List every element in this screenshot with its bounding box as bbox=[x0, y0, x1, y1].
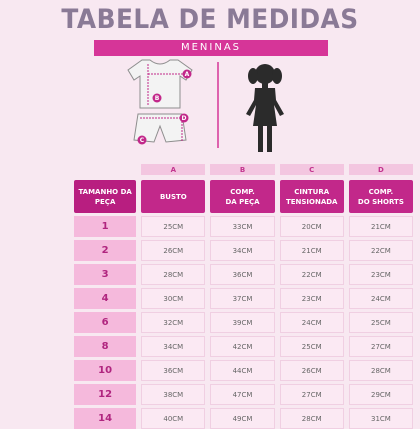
measure-cell-comp: 44CM bbox=[210, 360, 275, 381]
measure-cell-shorts: 29CM bbox=[348, 384, 414, 405]
header-busto: BUSTO bbox=[141, 180, 206, 213]
garment-illustration: A B C D bbox=[127, 59, 284, 152]
table-row: 14 40CM 49CM 28CM 31CM bbox=[74, 408, 418, 429]
measure-cell-busto: 28CM bbox=[141, 264, 206, 285]
size-cell: 12 bbox=[74, 384, 137, 405]
measure-cell-busto: 25CM bbox=[141, 216, 206, 237]
size-cell: 8 bbox=[74, 336, 137, 357]
table-row: 12 38CM 47CM 27CM 29CM bbox=[74, 384, 418, 405]
header-comp-peca: COMP. DA PEÇA bbox=[210, 180, 275, 213]
size-cell: 4 bbox=[74, 288, 137, 309]
size-cell: 1 bbox=[74, 216, 137, 237]
size-cell: 10 bbox=[74, 360, 137, 381]
measure-cell-cintura: 26CM bbox=[279, 360, 344, 381]
header-tamanho: TAMANHO DA PEÇA bbox=[74, 180, 137, 213]
subtitle-banner: MENINAS bbox=[94, 40, 328, 56]
measure-cell-comp: 47CM bbox=[210, 384, 275, 405]
measure-cell-comp: 37CM bbox=[210, 288, 275, 309]
table-row: 2 26CM 34CM 21CM 22CM bbox=[74, 240, 418, 261]
table-row: 10 36CM 44CM 26CM 28CM bbox=[74, 360, 418, 381]
measure-cell-cintura: 27CM bbox=[279, 384, 344, 405]
measure-cell-shorts: 31CM bbox=[348, 408, 414, 429]
measure-cell-busto: 36CM bbox=[141, 360, 206, 381]
girl-silhouette-icon bbox=[246, 64, 284, 152]
measure-cell-cintura: 22CM bbox=[279, 264, 344, 285]
table-row: 6 32CM 39CM 24CM 25CM bbox=[74, 312, 418, 333]
size-cell: 6 bbox=[74, 312, 137, 333]
measure-cell-comp: 39CM bbox=[210, 312, 275, 333]
column-letter-c: C bbox=[279, 164, 344, 175]
size-cell: 14 bbox=[74, 408, 137, 429]
measure-cell-busto: 32CM bbox=[141, 312, 206, 333]
measure-cell-shorts: 23CM bbox=[348, 264, 414, 285]
measure-cell-cintura: 28CM bbox=[279, 408, 344, 429]
measure-cell-shorts: 24CM bbox=[348, 288, 414, 309]
size-table: A B C D TAMANHO DA PEÇA BUSTO COMP. DA PEÇ… bbox=[74, 164, 418, 429]
table-row: 3 28CM 36CM 22CM 23CM bbox=[74, 264, 418, 285]
diagram-label-d: D bbox=[182, 115, 187, 122]
measure-cell-shorts: 28CM bbox=[348, 360, 414, 381]
size-cell: 3 bbox=[74, 264, 137, 285]
measure-cell-shorts: 21CM bbox=[348, 216, 414, 237]
column-letters: A B C D bbox=[74, 164, 418, 175]
header-row: TAMANHO DA PEÇA BUSTO COMP. DA PEÇA CINTUR… bbox=[74, 175, 418, 213]
tshirt-icon bbox=[127, 59, 193, 109]
column-letter-b: B bbox=[210, 164, 275, 175]
table-row: 4 30CM 37CM 23CM 24CM bbox=[74, 288, 418, 309]
measure-cell-comp: 49CM bbox=[210, 408, 275, 429]
column-letter-a: A bbox=[141, 164, 206, 175]
measure-cell-busto: 38CM bbox=[141, 384, 206, 405]
size-cell: 2 bbox=[74, 240, 137, 261]
diagram-label-a: A bbox=[185, 71, 190, 78]
table-body: 1 25CM 33CM 20CM 21CM 2 26CM 34CM 21CM 22CM 3 28CM 3… bbox=[74, 216, 418, 429]
table-row: 8 34CM 42CM 25CM 27CM bbox=[74, 336, 418, 357]
measure-cell-shorts: 22CM bbox=[348, 240, 414, 261]
measure-cell-busto: 34CM bbox=[141, 336, 206, 357]
measure-cell-comp: 42CM bbox=[210, 336, 275, 357]
header-comp-shorts: COMP. DO SHORTS bbox=[348, 180, 413, 213]
measure-cell-cintura: 20CM bbox=[279, 216, 344, 237]
diagram-label-b: B bbox=[155, 95, 160, 102]
measure-cell-comp: 33CM bbox=[210, 216, 275, 237]
measure-cell-cintura: 24CM bbox=[279, 312, 344, 333]
measure-cell-busto: 30CM bbox=[141, 288, 206, 309]
measure-cell-busto: 26CM bbox=[141, 240, 206, 261]
diagram-label-c: C bbox=[140, 137, 145, 144]
measure-cell-cintura: 21CM bbox=[279, 240, 344, 261]
measure-cell-cintura: 23CM bbox=[279, 288, 344, 309]
header-cintura: CINTURA TENSIONADA bbox=[279, 180, 344, 213]
page-title: TABELA DE MEDIDAS bbox=[61, 4, 359, 35]
measure-cell-comp: 36CM bbox=[210, 264, 275, 285]
table-row: 1 25CM 33CM 20CM 21CM bbox=[74, 216, 418, 237]
measure-cell-shorts: 25CM bbox=[348, 312, 414, 333]
measure-cell-shorts: 27CM bbox=[348, 336, 414, 357]
measure-cell-comp: 34CM bbox=[210, 240, 275, 261]
measure-cell-busto: 40CM bbox=[141, 408, 206, 429]
measure-cell-cintura: 25CM bbox=[279, 336, 344, 357]
column-letter-d: D bbox=[348, 164, 413, 175]
